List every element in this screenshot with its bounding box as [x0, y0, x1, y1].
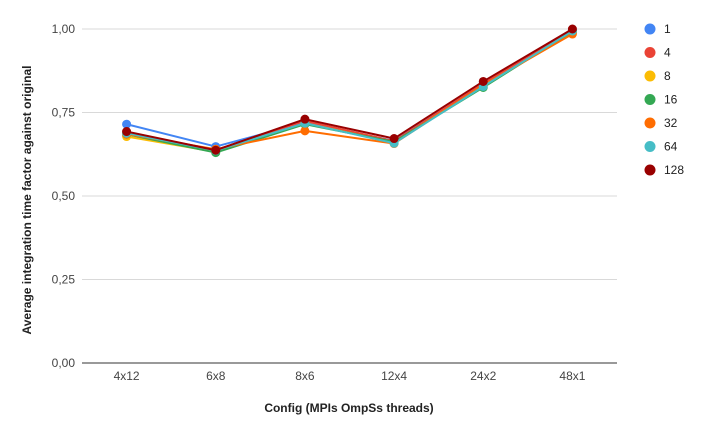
legend-marker [644, 47, 656, 58]
legend-item: 4 [644, 46, 671, 60]
legend-marker [644, 23, 656, 35]
data-point [389, 134, 399, 144]
series-32 [122, 29, 577, 154]
legend-label: 32 [664, 116, 678, 130]
x-axis-title: Config (MPIs OmpSs threads) [264, 401, 433, 415]
y-axis-title: Average integration time factor against … [20, 66, 34, 335]
y-tick-label: 0,00 [52, 356, 76, 370]
series-4 [122, 26, 577, 155]
legend-label: 64 [664, 140, 678, 154]
legend-item: 1 [644, 22, 671, 36]
legend-marker [644, 117, 656, 129]
data-point [211, 145, 221, 155]
data-point [122, 127, 132, 137]
gridlines [82, 28, 617, 364]
legend-label: 8 [664, 69, 671, 83]
data-point [300, 126, 310, 136]
data-point [300, 114, 310, 124]
series-line [126, 30, 573, 152]
legend-label: 4 [664, 46, 671, 60]
series-64 [122, 26, 577, 156]
series-line [126, 28, 573, 152]
series-lines [122, 24, 577, 158]
legend-label: 16 [664, 93, 678, 107]
legend-marker [644, 94, 656, 105]
legend-marker [644, 141, 656, 152]
legend-item: 8 [644, 69, 671, 83]
y-tick-label: 0,25 [52, 273, 76, 287]
legend-item: 128 [644, 163, 684, 177]
y-tick-label: 0,75 [52, 106, 76, 120]
legend-marker [644, 70, 656, 82]
legend-item: 32 [644, 116, 678, 130]
legend-label: 1 [664, 22, 671, 36]
legend-label: 128 [664, 163, 684, 177]
y-tick-label: 1,00 [52, 22, 76, 36]
axes: 0,00 0,25 0,50 0,75 1,00 4x12 6x8 8x6 12x4 24x2 48… [52, 22, 586, 383]
x-tick-label: 48x1 [559, 369, 585, 383]
x-tick-label: 8x6 [295, 369, 315, 383]
data-point [122, 119, 132, 129]
x-tick-label: 12x4 [381, 369, 407, 383]
legend-marker [644, 164, 656, 176]
x-tick-label: 4x12 [114, 369, 140, 383]
x-tick-label: 24x2 [470, 369, 496, 383]
data-point [478, 76, 488, 86]
legend-item: 64 [644, 140, 678, 154]
y-tick-label: 0,50 [52, 189, 76, 203]
legend: 1 4 8 16 32 64 128 [644, 22, 684, 177]
series-128 [122, 24, 577, 155]
legend-item: 16 [644, 93, 678, 107]
x-tick-label: 6x8 [206, 369, 226, 383]
series-line [126, 30, 573, 154]
data-point [567, 24, 577, 34]
